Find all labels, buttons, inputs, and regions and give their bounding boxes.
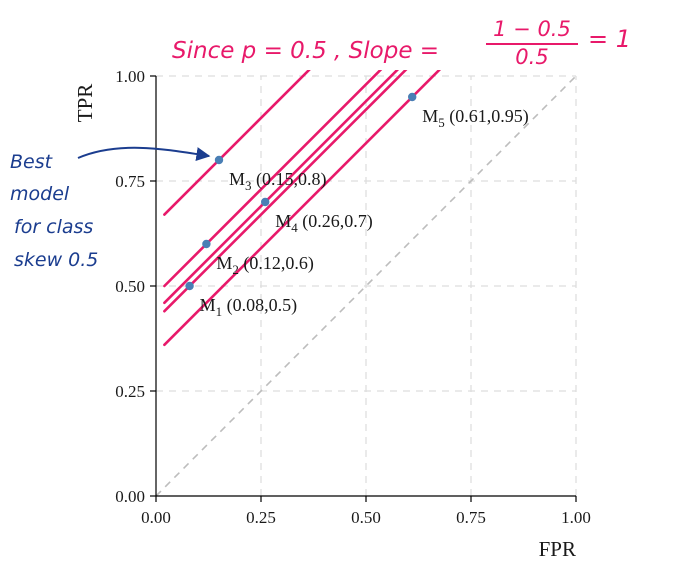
note-line-1: Best xyxy=(10,151,54,173)
point-m2 xyxy=(202,239,211,249)
slope-fraction-denominator: 0.5 xyxy=(515,45,548,69)
label-m2-coords: (0.12,0.6) xyxy=(239,253,314,274)
axis-ticks: 0.00 0.25 0.50 0.75 1.00 0.00 0.25 0.50 0.75 1.00 xyxy=(115,67,591,527)
slope-annotation: Since p = 0.5 , Slope = 1 − 0.5 0.5 = 1 xyxy=(172,17,631,69)
label-m3-name: M xyxy=(229,169,245,189)
x-tick-label: 1.00 xyxy=(561,508,591,527)
label-m2: M2 (0.12,0.6) xyxy=(216,253,314,277)
label-m5: M5 (0.61,0.95) xyxy=(422,106,529,130)
point-m5 xyxy=(408,92,417,102)
x-axis-title: FPR xyxy=(539,537,576,561)
iso-line-m1 xyxy=(163,70,408,313)
slope-annotation-prefix: Since p = 0.5 , Slope = xyxy=(172,38,439,64)
point-m4 xyxy=(261,197,270,207)
note-line-3: for class xyxy=(14,216,93,238)
y-tick-label: 1.00 xyxy=(115,67,145,86)
iso-line-m5 xyxy=(163,70,442,347)
iso-performance-lines xyxy=(163,70,442,347)
model-point-labels: M1 (0.08,0.5)M2 (0.12,0.6)M3 (0.15,0.8)M… xyxy=(200,106,529,319)
label-m5-subscript: 5 xyxy=(438,115,445,130)
y-tick-label: 0.50 xyxy=(115,277,145,296)
best-model-arrow xyxy=(77,146,211,162)
label-m1-name: M xyxy=(200,295,216,315)
iso-line-m4 xyxy=(163,70,400,305)
label-m4-coords: (0.26,0.7) xyxy=(298,211,373,232)
point-m1 xyxy=(185,281,194,291)
y-tick-label: 0.75 xyxy=(115,172,145,191)
label-m4-subscript: 4 xyxy=(291,220,298,235)
label-m2-name: M xyxy=(216,253,232,273)
label-m3-coords: (0.15,0.8) xyxy=(252,169,327,190)
x-tick-label: 0.75 xyxy=(456,508,486,527)
best-model-note: Best model for class skew 0.5 xyxy=(10,151,98,271)
label-m5-coords: (0.61,0.95) xyxy=(445,106,529,127)
label-m1-coords: (0.08,0.5) xyxy=(222,295,297,316)
iso-line-m3 xyxy=(163,70,311,216)
label-m5-name: M xyxy=(422,106,438,126)
slope-fraction-numerator: 1 − 0.5 xyxy=(493,17,571,41)
label-m1: M1 (0.08,0.5) xyxy=(200,295,298,319)
y-axis-title: TPR xyxy=(73,84,97,123)
label-m3: M3 (0.15,0.8) xyxy=(229,169,327,193)
x-tick-label: 0.25 xyxy=(246,508,276,527)
point-m3 xyxy=(214,155,224,165)
grid-lines xyxy=(156,75,577,496)
note-line-4: skew 0.5 xyxy=(14,249,98,271)
x-tick-label: 0.50 xyxy=(351,508,381,527)
label-m4: M4 (0.26,0.7) xyxy=(275,211,373,235)
label-m2-subscript: 2 xyxy=(232,262,239,277)
x-tick-label: 0.00 xyxy=(141,508,171,527)
note-line-2: model xyxy=(10,183,70,205)
label-m4-name: M xyxy=(275,211,291,231)
iso-line-m2 xyxy=(163,70,383,288)
slope-result: = 1 xyxy=(588,25,631,53)
y-tick-label: 0.25 xyxy=(115,382,145,401)
label-m1-subscript: 1 xyxy=(216,304,223,319)
random-classifier-diagonal xyxy=(155,75,577,497)
model-points xyxy=(185,92,417,291)
y-tick-label: 0.00 xyxy=(115,487,145,506)
label-m3-subscript: 3 xyxy=(245,178,252,193)
